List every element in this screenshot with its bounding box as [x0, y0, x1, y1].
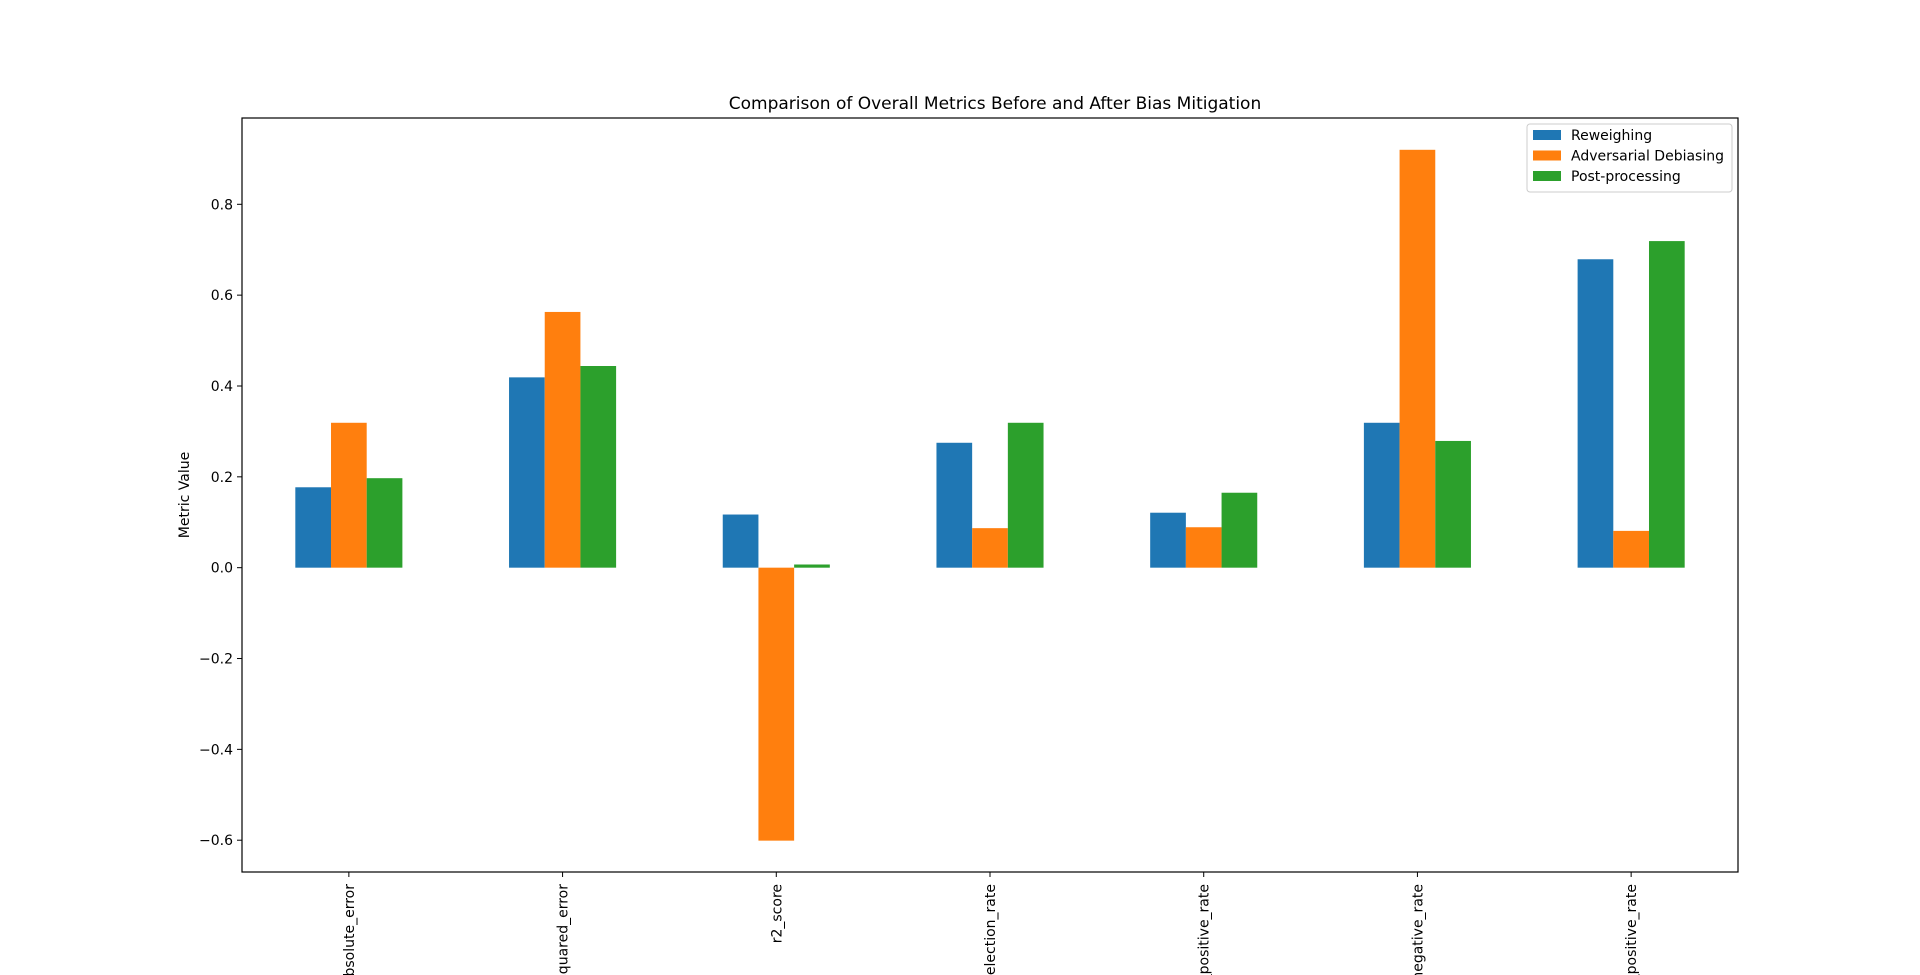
bars-layer	[295, 149, 1685, 841]
bar	[972, 528, 1008, 568]
x-tick-label: absolute_error	[342, 884, 358, 975]
bar	[331, 422, 367, 568]
bar	[509, 377, 545, 568]
chart-title: Comparison of Overall Metrics Before and…	[729, 94, 1261, 114]
y-tick-label: 0.0	[211, 561, 233, 577]
bar	[1399, 149, 1436, 568]
legend: Reweighing Adversarial Debiasing Post-proc…	[1526, 123, 1733, 193]
bar	[1150, 512, 1186, 568]
legend-label: Post-processing	[1571, 169, 1681, 185]
x-tick-label: r2_score	[769, 884, 785, 943]
axes-layer: −0.6 −0.4 −0.2 0.0 0.2 0.4 0.6 0.8 absolute_erro…	[199, 117, 1739, 975]
bar	[936, 442, 973, 568]
legend-swatch	[1533, 130, 1561, 140]
bar	[1221, 492, 1258, 568]
bar	[722, 514, 759, 568]
bar	[366, 478, 403, 568]
bar	[794, 564, 830, 568]
y-tick-label: −0.6	[199, 833, 233, 849]
legend-swatch	[1533, 171, 1561, 181]
y-tick-label: 0.6	[211, 288, 233, 304]
bar	[544, 311, 581, 568]
bar	[580, 366, 617, 568]
bar	[1007, 422, 1044, 568]
bar	[1577, 259, 1614, 568]
legend-box	[1526, 123, 1733, 193]
y-tick-label: −0.4	[199, 742, 233, 758]
legend-swatch	[1533, 150, 1561, 161]
y-tick-label: 0.2	[211, 470, 233, 486]
x-tick-label: _positive_rate	[1624, 884, 1640, 975]
y-tick-label: 0.8	[211, 197, 233, 213]
y-tick-label: −0.2	[199, 652, 233, 668]
x-tick-label: negative_rate	[1410, 884, 1426, 975]
bar	[295, 487, 332, 568]
bar	[1185, 527, 1222, 568]
legend-label: Adversarial Debiasing	[1571, 149, 1724, 165]
legend-label: Reweighing	[1571, 128, 1652, 144]
bar	[1613, 530, 1649, 568]
x-tick-label: _positive_rate	[1197, 884, 1213, 975]
bar	[758, 567, 795, 841]
bar	[1435, 440, 1471, 568]
bar	[1363, 422, 1400, 568]
y-axis-label: Metric Value	[177, 452, 193, 538]
bar	[1648, 241, 1685, 568]
x-tick-label: selection_rate	[983, 884, 999, 975]
y-tick-label: 0.4	[211, 379, 233, 395]
x-tick-label: squared_error	[556, 884, 572, 975]
plot-frame	[241, 117, 1739, 873]
